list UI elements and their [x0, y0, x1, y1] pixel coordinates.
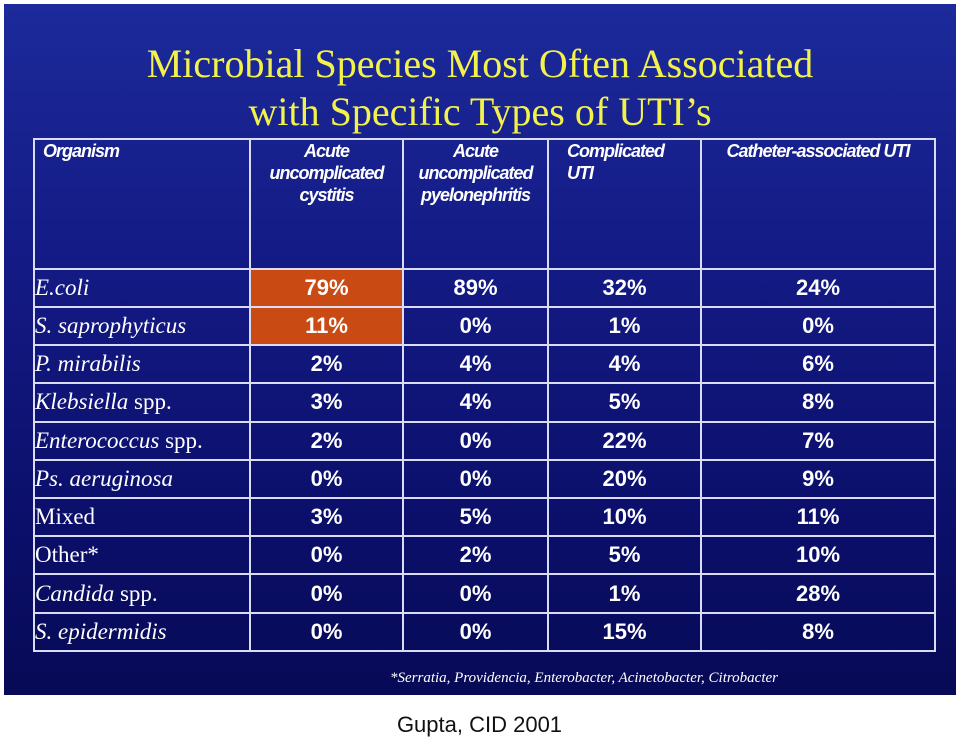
uti-organism-table: Organism Acute uncomplicated cystitis Ac… [33, 138, 936, 653]
table-row: Mixed 3% 5% 10% 11% [33, 497, 936, 538]
footnote: *Serratia, Providencia, Enterobacter, Ac… [390, 670, 778, 686]
organism-name: Ps. aeruginosa [33, 458, 251, 500]
table-row: Other* 0% 2% 5% 10% [33, 535, 936, 576]
header-row: Organism Acute uncomplicated cystitis Ac… [33, 138, 936, 270]
percentage-cell: 11% [700, 497, 936, 538]
organism-name: Klebsiella spp. [33, 382, 251, 423]
citation-caption: Gupta, CID 2001 [396, 712, 563, 737]
organism-name: P. mirabilis [33, 344, 251, 385]
table-body: E.coli 79% 89% 32% 24% S. saprophyticus 11% 0% 1… [33, 267, 936, 653]
organism-name: Other* [33, 535, 251, 576]
slide-title: Microbial Species Most Often Associated … [4, 40, 956, 136]
percentage-cell: 28% [700, 573, 936, 614]
percentage-cell: 0% [402, 611, 549, 653]
percentage-cell: 20% [547, 458, 702, 500]
percentage-cell: 3% [249, 382, 404, 423]
percentage-cell: 0% [402, 458, 549, 500]
percentage-cell: 2% [249, 344, 404, 385]
percentage-cell: 5% [547, 535, 702, 576]
table-row: S. epidermidis 0% 0% 15% 8% [33, 611, 936, 653]
title-line-2: with Specific Types of UTI’s [248, 89, 712, 134]
percentage-cell: 1% [547, 573, 702, 614]
organism-name: Enterococcus spp. [33, 420, 251, 461]
percentage-cell: 0% [249, 573, 404, 614]
table-row: Enterococcus spp. 2% 0% 22% 7% [33, 420, 936, 461]
percentage-cell: 89% [402, 267, 549, 308]
organism-name: E.coli [33, 267, 251, 308]
percentage-cell: 4% [547, 344, 702, 385]
highlighted-percentage-cell: 79% [249, 267, 404, 308]
percentage-cell: 6% [700, 344, 936, 385]
header-catheter-associated-uti: Catheter-associated UTI [700, 138, 936, 270]
percentage-cell: 2% [249, 420, 404, 461]
title-line-1: Microbial Species Most Often Associated [146, 41, 814, 86]
organism-name: Mixed [33, 497, 251, 538]
percentage-cell: 0% [700, 305, 936, 347]
percentage-cell: 0% [249, 458, 404, 500]
percentage-cell: 9% [700, 458, 936, 500]
highlighted-percentage-cell: 11% [249, 305, 404, 347]
percentage-cell: 7% [700, 420, 936, 461]
percentage-cell: 24% [700, 267, 936, 308]
percentage-cell: 10% [547, 497, 702, 538]
table-row: Candida spp. 0% 0% 1% 28% [33, 573, 936, 614]
table-row: Ps. aeruginosa 0% 0% 20% 9% [33, 458, 936, 500]
organism-name: Candida spp. [33, 573, 251, 614]
organism-name: S. epidermidis [33, 611, 251, 653]
percentage-cell: 0% [402, 420, 549, 461]
table-row: Klebsiella spp. 3% 4% 5% 8% [33, 382, 936, 423]
header-acute-pyelonephritis: Acute uncomplicated pyelonephritis [402, 138, 549, 270]
percentage-cell: 4% [402, 344, 549, 385]
percentage-cell: 0% [402, 305, 549, 347]
slide: Microbial Species Most Often Associated … [4, 4, 956, 695]
percentage-cell: 15% [547, 611, 702, 653]
percentage-cell: 8% [700, 382, 936, 423]
percentage-cell: 4% [402, 382, 549, 423]
percentage-cell: 10% [700, 535, 936, 576]
header-complicated-uti: Complicated UTI [547, 138, 702, 270]
organism-name: S. saprophyticus [33, 305, 251, 347]
percentage-cell: 8% [700, 611, 936, 653]
header-organism: Organism [33, 138, 251, 270]
percentage-cell: 32% [547, 267, 702, 308]
table-row: E.coli 79% 89% 32% 24% [33, 267, 936, 308]
percentage-cell: 22% [547, 420, 702, 461]
percentage-cell: 1% [547, 305, 702, 347]
percentage-cell: 3% [249, 497, 404, 538]
table-row: S. saprophyticus 11% 0% 1% 0% [33, 305, 936, 347]
percentage-cell: 0% [402, 573, 549, 614]
percentage-cell: 2% [402, 535, 549, 576]
header-acute-cystitis: Acute uncomplicated cystitis [249, 138, 404, 270]
percentage-cell: 0% [249, 535, 404, 576]
percentage-cell: 0% [249, 611, 404, 653]
percentage-cell: 5% [402, 497, 549, 538]
percentage-cell: 5% [547, 382, 702, 423]
table-row: P. mirabilis 2% 4% 4% 6% [33, 344, 936, 385]
